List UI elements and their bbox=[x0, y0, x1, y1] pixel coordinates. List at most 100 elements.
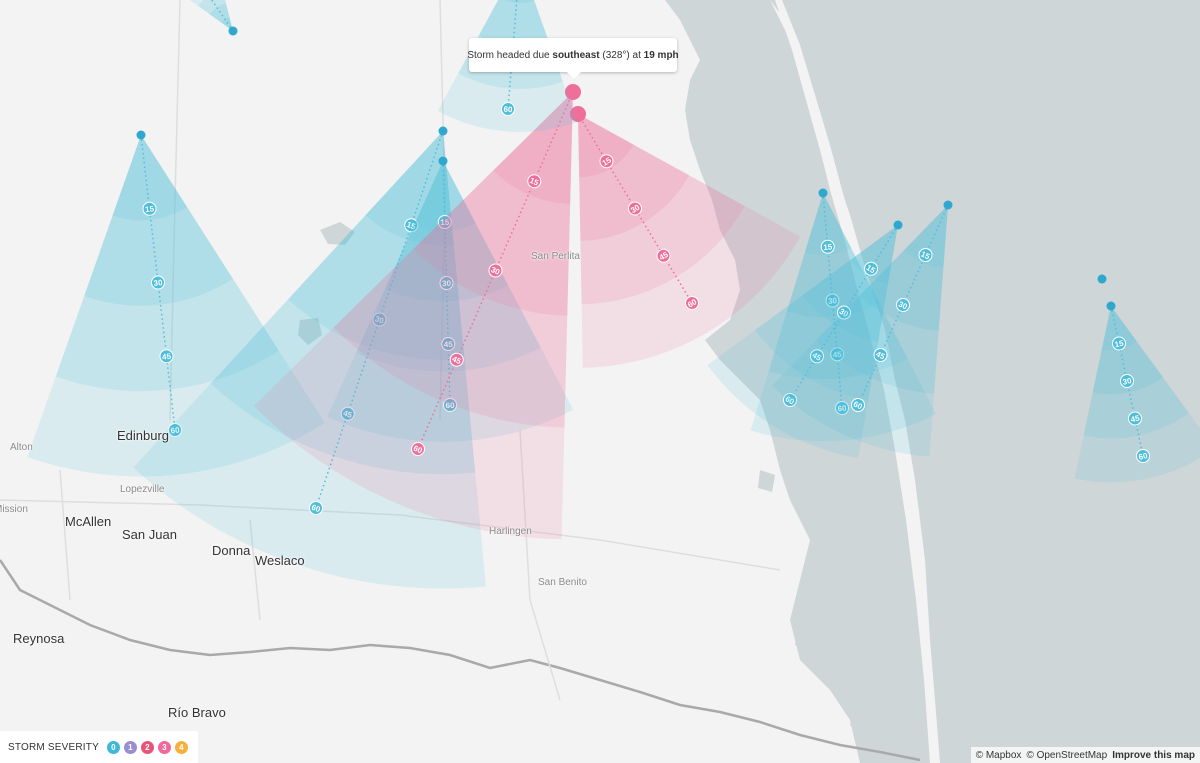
place-label-mcallen: McAllen bbox=[65, 514, 112, 529]
storm-tick-marker bbox=[628, 201, 642, 216]
gulf-water bbox=[770, 0, 1200, 763]
storm-tick-marker bbox=[783, 393, 797, 407]
storm-3[interactable]: 15 30 45 60 bbox=[253, 84, 581, 540]
storm-tick-label: 45 bbox=[162, 352, 172, 362]
storm-cone-band bbox=[850, 225, 898, 284]
storm-cone-band bbox=[414, 161, 476, 232]
storm-cone-band bbox=[802, 225, 898, 342]
storm-origin-marker[interactable] bbox=[570, 106, 586, 122]
storm-cone-band bbox=[333, 92, 573, 428]
storm-7[interactable]: 15 30 45 60 bbox=[772, 200, 953, 457]
storm-tick-label: 45 bbox=[832, 350, 842, 360]
storm-track bbox=[577, 113, 693, 304]
storm-cone-band bbox=[356, 161, 541, 372]
storm-6[interactable]: 15 30 45 60 bbox=[707, 220, 903, 459]
storm-tick-marker bbox=[527, 174, 542, 189]
storm-cone-band bbox=[786, 193, 880, 318]
storm-tick-label: 45 bbox=[342, 409, 354, 421]
storm-origin-marker[interactable] bbox=[136, 130, 146, 140]
severity-badge-1: 1 bbox=[123, 740, 137, 754]
storm-cone-band bbox=[221, 17, 233, 31]
storm-cone-band bbox=[133, 131, 486, 589]
storm-cone-band bbox=[1083, 306, 1189, 439]
place-label-lopezville: Lopezville bbox=[120, 484, 165, 495]
storm-tick-label: 60 bbox=[310, 503, 322, 515]
storm-cone-band bbox=[365, 131, 454, 246]
storm-10[interactable] bbox=[187, 0, 238, 36]
storm-cone-band bbox=[578, 114, 634, 178]
storm-origin-marker[interactable] bbox=[438, 156, 448, 166]
storm-tick-marker bbox=[685, 296, 699, 310]
inland-waters bbox=[298, 222, 895, 740]
place-label-weslaco: Weslaco bbox=[255, 553, 305, 568]
storm-origin-marker[interactable] bbox=[438, 126, 448, 136]
storm-tick-marker bbox=[851, 398, 865, 412]
storm-tick-label: 30 bbox=[1122, 376, 1133, 387]
place-label-r-o-bravo: Río Bravo bbox=[168, 705, 226, 720]
storm-cone-band bbox=[385, 161, 509, 302]
storm-origin-marker[interactable] bbox=[228, 26, 238, 36]
storm-tick-marker bbox=[411, 442, 425, 456]
place-label-mission: Mission bbox=[0, 504, 28, 515]
place-label-alton: Alton bbox=[10, 442, 33, 453]
map-attribution: © Mapbox © OpenStreetMap Improve this ma… bbox=[970, 747, 1200, 763]
storm-tick-marker bbox=[441, 337, 456, 351]
storm-cone-band bbox=[578, 114, 690, 241]
place-label-donna: Donna bbox=[212, 543, 251, 558]
storm-tick-marker bbox=[437, 215, 452, 229]
mapbox-attribution-link[interactable]: © Mapbox bbox=[975, 749, 1022, 761]
storm-tick-marker bbox=[1120, 374, 1134, 388]
roads bbox=[0, 0, 781, 701]
storm-tick-marker bbox=[1128, 411, 1142, 426]
storm-cone-band bbox=[1092, 306, 1163, 395]
storm-tick-label: 30 bbox=[897, 300, 909, 312]
storm-cone-band bbox=[816, 205, 948, 394]
storm-1[interactable]: 15 30 45 60 bbox=[133, 126, 486, 589]
place-label-reynosa: Reynosa bbox=[13, 631, 65, 646]
storm-tick-marker bbox=[1136, 449, 1150, 463]
storm-8[interactable]: 15 30 45 60 bbox=[1074, 301, 1200, 483]
storm-cone-band bbox=[707, 225, 898, 459]
storm-0[interactable]: 15 30 45 60 bbox=[27, 130, 325, 477]
storm-tick-label: 30 bbox=[153, 278, 163, 288]
severity-badge-0: 0 bbox=[106, 740, 120, 754]
storm-cone-band bbox=[1074, 306, 1200, 483]
storm-tick-label: 60 bbox=[412, 444, 424, 456]
osm-attribution-link[interactable]: © OpenStreetMap bbox=[1026, 749, 1108, 761]
place-label-harlingen: Harlingen bbox=[489, 526, 532, 537]
storm-tick-marker bbox=[142, 201, 157, 216]
storm-2[interactable]: 15 30 45 60 bbox=[327, 156, 574, 442]
improve-map-link[interactable]: Improve this map bbox=[1112, 749, 1195, 761]
storm-tick-label: 45 bbox=[444, 340, 454, 349]
place-label-san-benito: San Benito bbox=[538, 577, 587, 588]
storm-tick-marker bbox=[449, 352, 464, 367]
storm-tick-label: 60 bbox=[445, 401, 455, 410]
storm-tick-marker bbox=[873, 348, 888, 362]
storm-tick-marker bbox=[1112, 336, 1126, 351]
storm-cone-band bbox=[327, 161, 574, 442]
storm-cone-band bbox=[198, 0, 233, 31]
storm-tick-marker bbox=[820, 239, 835, 254]
storm-cone-band bbox=[55, 135, 279, 392]
tooltip-bearing: (328°) at bbox=[602, 49, 641, 61]
storm-origin-marker[interactable] bbox=[943, 200, 953, 210]
storm-cone-band bbox=[288, 131, 465, 360]
storm-origin-marker[interactable] bbox=[565, 84, 581, 100]
storm-severity-legend: STORM SEVERITY 0 1 2 3 4 bbox=[0, 731, 198, 763]
storm-origin-marker-isolated[interactable] bbox=[1097, 274, 1107, 284]
storm-tick-label: 60 bbox=[1138, 451, 1149, 462]
storm-tick-marker bbox=[864, 261, 878, 276]
storm-cone-band bbox=[768, 193, 908, 380]
storm-cone-band bbox=[904, 205, 948, 268]
severity-badge-3: 3 bbox=[157, 740, 171, 754]
storm-origin-marker[interactable] bbox=[893, 220, 903, 230]
storm-tick-marker bbox=[159, 349, 174, 364]
storm-origin-marker[interactable] bbox=[818, 188, 828, 198]
storm-origin-marker[interactable] bbox=[1106, 301, 1116, 311]
tooltip-prefix: Storm headed due bbox=[467, 49, 550, 61]
storm-cone-band bbox=[804, 193, 852, 256]
storm-cone-band bbox=[578, 114, 745, 305]
storm-tick-label: 30 bbox=[442, 279, 452, 288]
